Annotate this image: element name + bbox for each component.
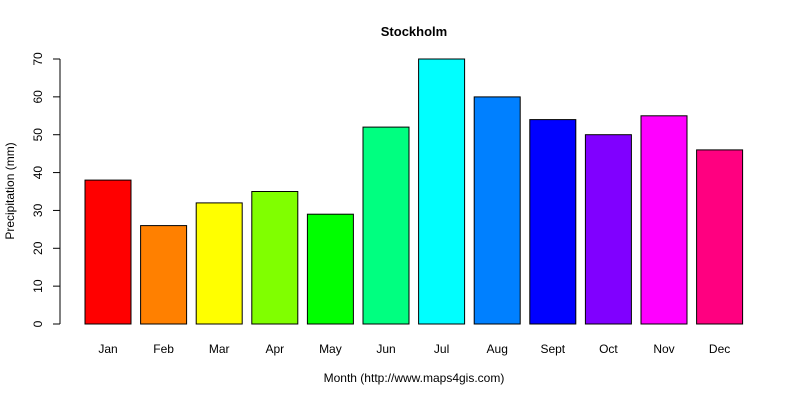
x-tick-label: Dec bbox=[709, 342, 730, 356]
y-tick-label: 30 bbox=[31, 203, 45, 217]
x-tick-label: Apr bbox=[265, 342, 284, 356]
x-tick-labels: Jan Feb Mar Apr May Jun Jul Aug Sept Oct Nov Dec bbox=[98, 342, 730, 356]
chart-title: Stockholm bbox=[381, 24, 447, 39]
bar-jan bbox=[84, 179, 132, 325]
bar-jun bbox=[362, 126, 410, 325]
x-tick-label: Feb bbox=[153, 342, 174, 356]
x-tick-label: Mar bbox=[209, 342, 230, 356]
y-tick-label: 0 bbox=[31, 320, 45, 327]
x-axis-label: Month (http://www.maps4gis.com) bbox=[324, 371, 505, 385]
x-tick-label: Jun bbox=[376, 342, 395, 356]
y-tick-label: 70 bbox=[31, 52, 45, 66]
y-tick-label: 40 bbox=[31, 166, 45, 180]
x-tick-label: Sept bbox=[540, 342, 565, 356]
x-tick-label: May bbox=[319, 342, 342, 356]
bar-aug bbox=[473, 96, 521, 325]
bar-jul bbox=[418, 58, 466, 325]
bar-nov bbox=[640, 115, 688, 325]
bar-may bbox=[306, 213, 354, 325]
x-tick-label: Oct bbox=[599, 342, 618, 356]
y-axis-label: Precipitation (mm) bbox=[3, 142, 17, 239]
x-tick-label: Aug bbox=[487, 342, 508, 356]
y-tick-label: 50 bbox=[31, 128, 45, 142]
bar-dec bbox=[696, 149, 744, 325]
x-tick-label: Jul bbox=[434, 342, 449, 356]
bar-sept bbox=[529, 119, 577, 325]
y-tick-label: 10 bbox=[31, 279, 45, 293]
y-axis: 0 10 20 30 40 50 60 70 bbox=[31, 52, 61, 327]
x-tick-label: Jan bbox=[98, 342, 117, 356]
x-tick-label: Nov bbox=[653, 342, 674, 356]
y-tick-label: 20 bbox=[31, 241, 45, 255]
bars-group bbox=[84, 58, 744, 325]
bar-feb bbox=[140, 225, 188, 325]
bar-oct bbox=[584, 134, 632, 325]
bar-mar bbox=[195, 202, 243, 325]
bar-apr bbox=[251, 191, 299, 325]
y-tick-label: 60 bbox=[31, 90, 45, 104]
